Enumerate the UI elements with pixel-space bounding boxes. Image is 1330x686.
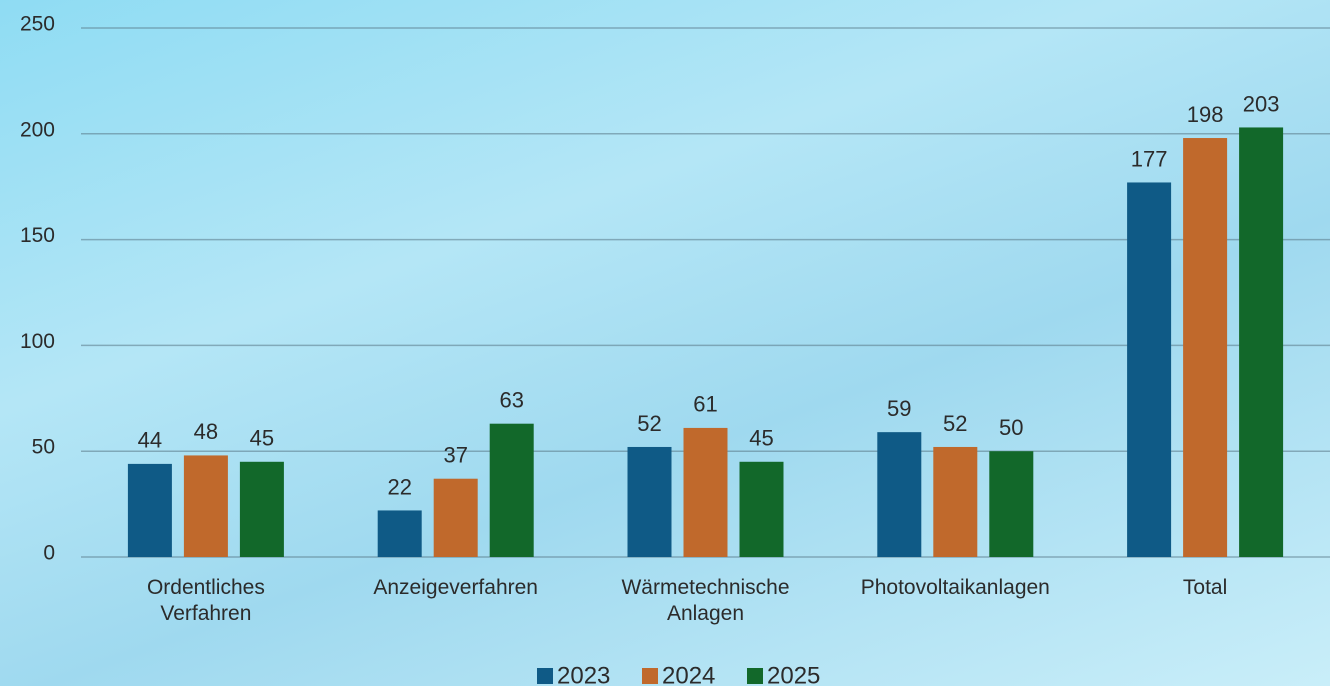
y-tick-label: 0 xyxy=(43,542,55,565)
value-label: 37 xyxy=(443,443,467,468)
value-label: 45 xyxy=(749,426,773,451)
legend-swatch xyxy=(537,668,553,684)
legend-label: 2023 xyxy=(557,662,610,686)
bar xyxy=(183,455,228,557)
x-tick-label: Total xyxy=(1182,576,1228,599)
x-tick-label: Anzeigeverfahren xyxy=(373,576,538,599)
value-label: 63 xyxy=(499,388,523,413)
x-tick-label: Photovoltaikanlagen xyxy=(860,576,1050,599)
bar xyxy=(433,478,478,557)
x-tick-label: Ordentliches Verfahren xyxy=(146,576,265,625)
y-tick-label: 150 xyxy=(20,224,55,247)
bar xyxy=(489,423,534,557)
y-tick-label: 250 xyxy=(20,13,55,36)
bar xyxy=(683,427,728,557)
legend-swatch xyxy=(747,668,763,684)
bar xyxy=(627,446,672,557)
value-label: 177 xyxy=(1131,146,1168,171)
bar xyxy=(1183,138,1228,558)
bar xyxy=(739,461,784,557)
bar xyxy=(127,463,172,557)
bar xyxy=(239,461,284,557)
value-label: 22 xyxy=(387,474,411,499)
bar xyxy=(377,510,422,557)
legend-label: 2024 xyxy=(662,662,715,686)
value-label: 61 xyxy=(693,392,717,417)
legend-swatch xyxy=(642,668,658,684)
bar xyxy=(1239,127,1284,558)
value-label: 45 xyxy=(250,426,274,451)
bar xyxy=(989,451,1034,557)
value-label: 52 xyxy=(943,411,967,436)
value-label: 50 xyxy=(999,415,1023,440)
x-tick-label: Wärmetechnische Anlagen xyxy=(621,576,790,625)
value-label: 52 xyxy=(637,411,661,436)
legend-label: 2025 xyxy=(767,662,820,686)
value-label: 48 xyxy=(194,419,218,444)
bar xyxy=(877,432,922,557)
y-tick-label: 200 xyxy=(20,118,55,141)
value-label: 44 xyxy=(138,428,162,453)
value-label: 198 xyxy=(1187,102,1224,127)
y-tick-label: 50 xyxy=(32,436,55,459)
y-tick-label: 100 xyxy=(20,330,55,353)
value-label: 59 xyxy=(887,396,911,421)
bar xyxy=(1127,182,1172,557)
bar xyxy=(933,446,978,557)
value-label: 203 xyxy=(1243,91,1280,116)
